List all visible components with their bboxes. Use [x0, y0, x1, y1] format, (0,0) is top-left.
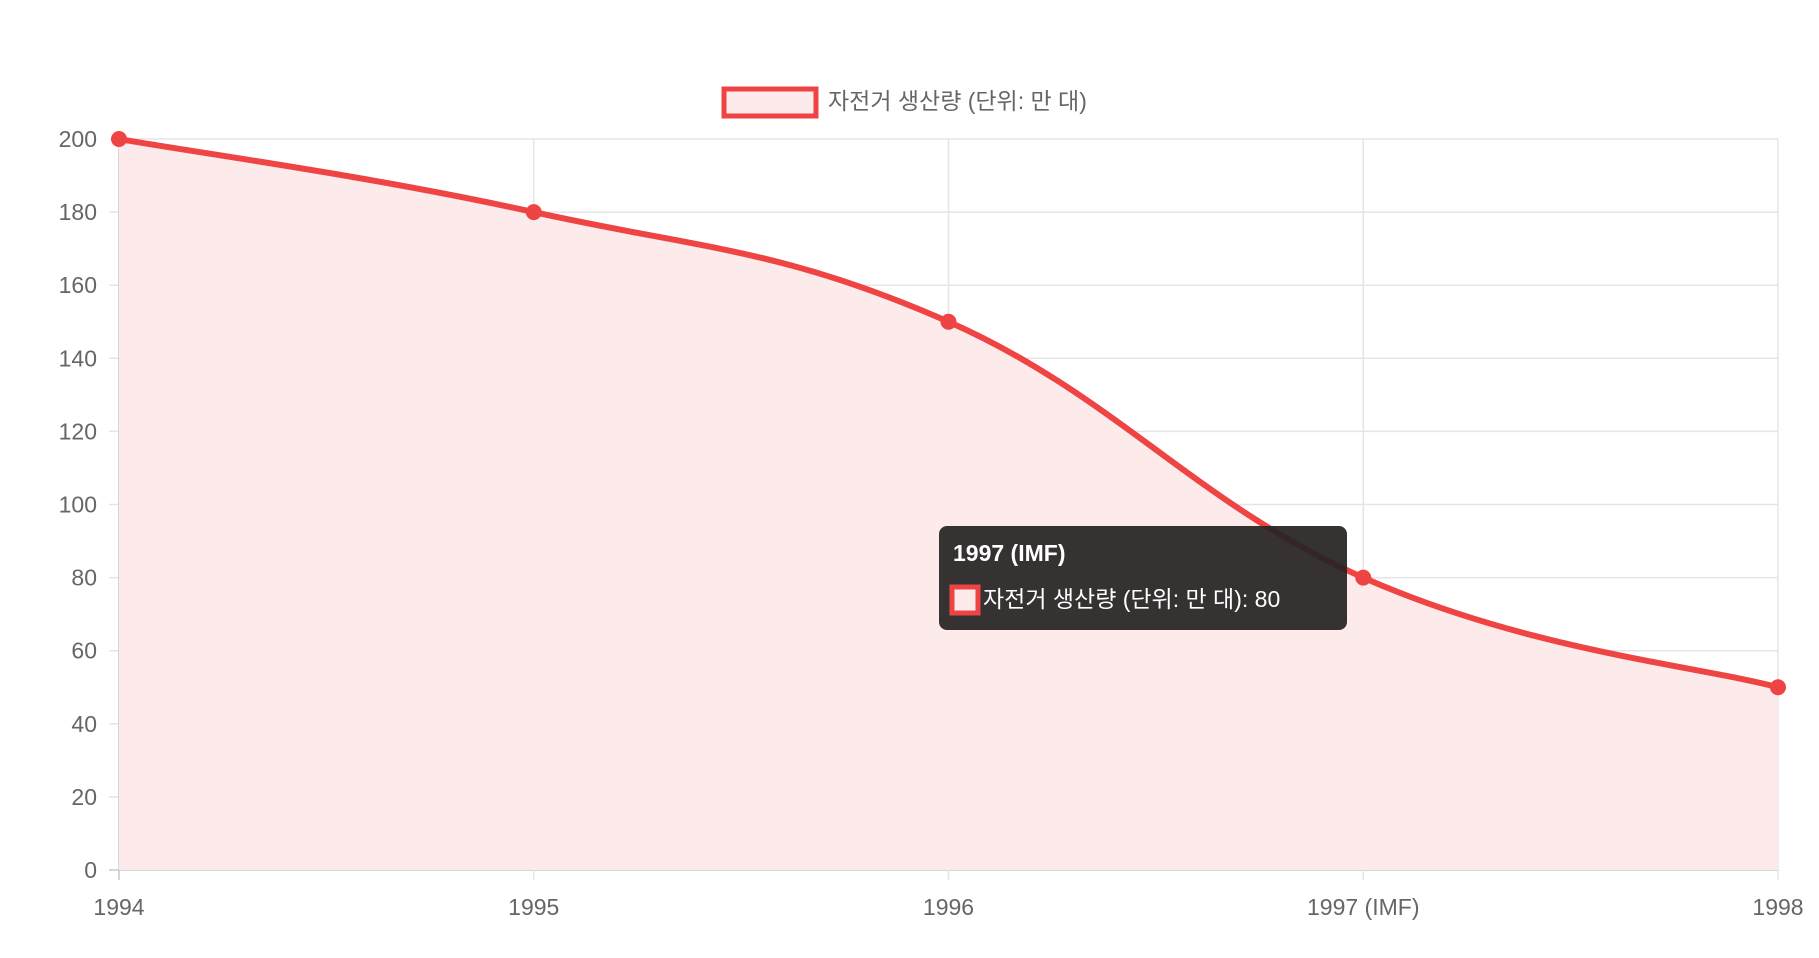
x-tick-label: 1998	[1752, 894, 1803, 920]
y-axis-ticks: 0 20 40 60 80 100 120 140 160 180 200	[59, 126, 97, 883]
y-tick-label: 20	[71, 784, 97, 810]
y-tick-label: 40	[71, 711, 97, 737]
tooltip-label: 자전거 생산량 (단위: 만 대): 80	[983, 586, 1280, 612]
y-tick-label: 160	[59, 272, 97, 298]
x-tick-label: 1997 (IMF)	[1307, 894, 1419, 920]
tooltip: 1997 (IMF) 자전거 생산량 (단위: 만 대): 80	[939, 526, 1347, 630]
tooltip-title: 1997 (IMF)	[953, 540, 1065, 566]
data-points	[111, 131, 1786, 696]
legend-label: 자전거 생산량 (단위: 만 대)	[828, 88, 1087, 114]
y-tick-label: 60	[71, 638, 97, 664]
y-tick-label: 100	[59, 492, 97, 518]
legend-item[interactable]: 자전거 생산량 (단위: 만 대)	[721, 86, 1087, 119]
y-tick-label: 140	[59, 345, 97, 371]
x-tick-label: 1994	[93, 894, 144, 920]
data-point	[111, 131, 127, 147]
y-tick-label: 120	[59, 418, 97, 444]
x-tick-label: 1996	[923, 894, 974, 920]
legend-swatch	[721, 86, 819, 119]
data-point	[1770, 679, 1786, 696]
data-point	[940, 313, 957, 330]
data-point	[1355, 569, 1372, 586]
y-tick-label: 80	[71, 565, 97, 591]
x-axis-ticks: 1994 1995 1996 1997 (IMF) 1998	[93, 894, 1803, 920]
y-tick-label: 180	[59, 199, 97, 225]
tooltip-swatch	[949, 584, 981, 616]
tooltip-background	[939, 526, 1347, 630]
y-tick-label: 200	[59, 126, 97, 152]
data-point	[525, 204, 542, 221]
y-tick-label: 0	[84, 857, 97, 883]
x-tick-label: 1995	[508, 894, 559, 920]
series-area-fill	[119, 139, 1778, 870]
